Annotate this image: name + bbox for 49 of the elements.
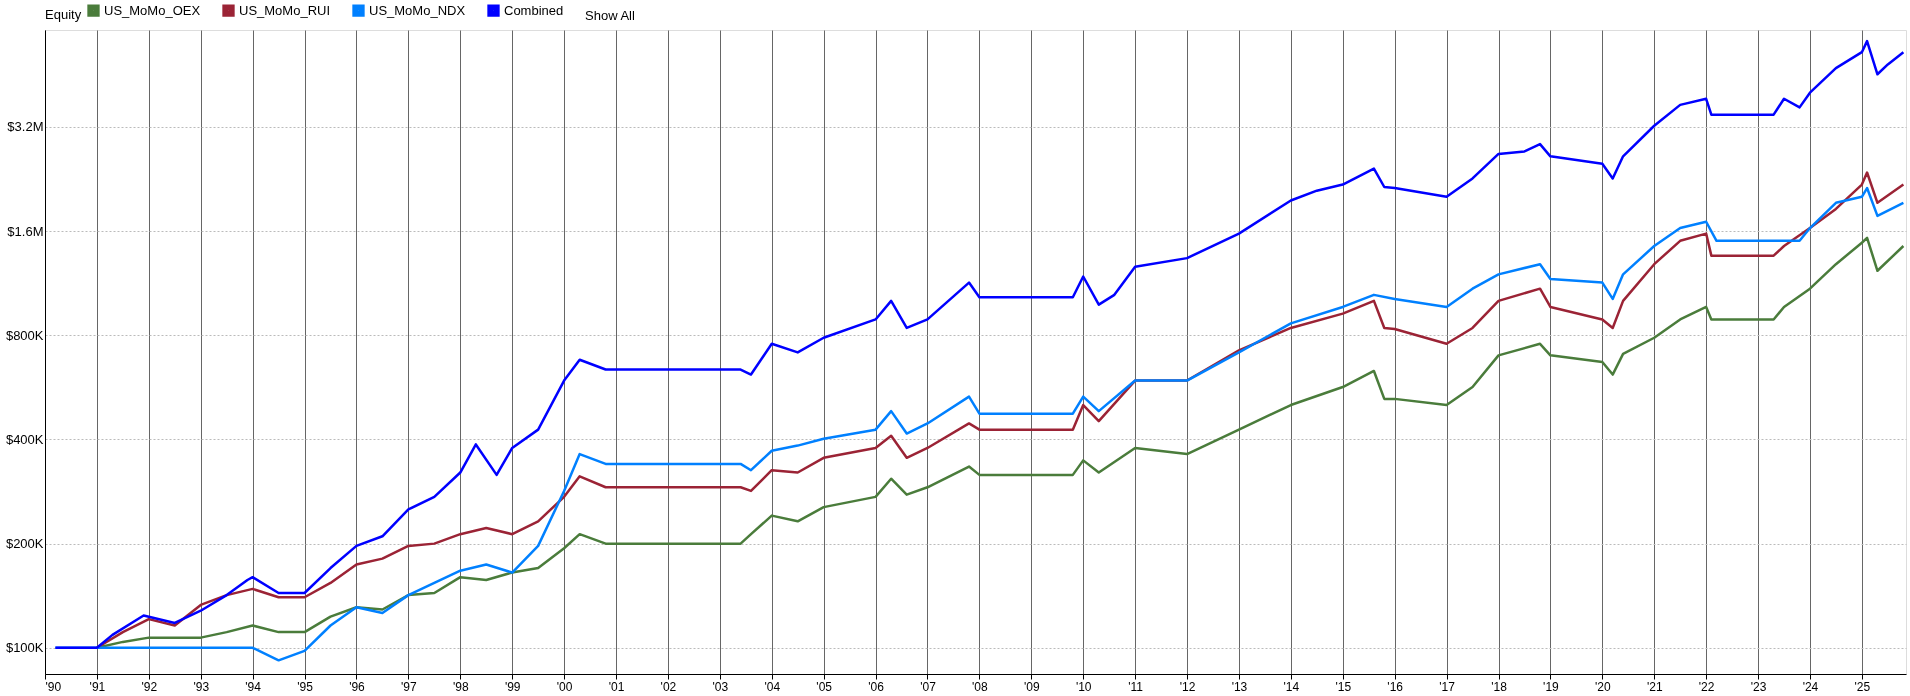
x-tick-label: '11	[1128, 679, 1144, 694]
x-tick-label: '21	[1646, 679, 1663, 694]
x-tick-label: '19	[1543, 679, 1560, 694]
x-tick-label: '01	[608, 679, 625, 694]
x-tick-label: '99	[504, 679, 521, 694]
x-tick-label: '04	[764, 679, 781, 694]
x-tick-label: '02	[660, 679, 677, 694]
legend-label: US_MoMo_NDX	[369, 2, 466, 18]
x-tick-label: '18	[1491, 679, 1508, 694]
y-tick-label: $400K	[5, 431, 44, 447]
x-tick-label: '10	[1075, 679, 1092, 694]
x-tick-label: '09	[1023, 679, 1040, 694]
x-tick-label: '12	[1179, 679, 1196, 694]
x-tick-label: '90	[45, 679, 62, 694]
y-tick-label: $3.2M	[7, 119, 44, 135]
x-tick-label: '15	[1335, 679, 1352, 694]
x-tick-label: '92	[141, 679, 158, 694]
x-tick-label: '94	[245, 679, 262, 694]
x-tick-label: '13	[1231, 679, 1248, 694]
x-tick-label: '03	[712, 679, 729, 694]
legend-label: US_MoMo_RUI	[239, 2, 331, 18]
x-tick-label: '05	[816, 679, 833, 694]
x-tick-label: '22	[1698, 679, 1715, 694]
x-tick-label: '23	[1750, 679, 1767, 694]
x-tick-label: '07	[920, 679, 937, 694]
x-tick-label: '95	[297, 679, 314, 694]
x-tick-label: '08	[972, 679, 989, 694]
x-tick-label: '00	[556, 679, 573, 694]
x-tick-label: '96	[349, 679, 366, 694]
line-series	[54, 39, 1905, 650]
x-tick-label: '17	[1439, 679, 1456, 694]
legend-title: Equity	[45, 7, 82, 22]
legend-label: Combined	[504, 2, 564, 18]
x-tick-label: '20	[1595, 679, 1611, 694]
legend-label: US_MoMo_OEX	[104, 2, 201, 18]
x-tick-label: '14	[1283, 679, 1300, 694]
y-tick-label: $100K	[5, 640, 44, 656]
x-tick-label: '98	[452, 679, 469, 694]
x-tick-label: '97	[401, 679, 418, 694]
text: Show All	[585, 8, 635, 23]
x-tick-label: '06	[868, 679, 885, 694]
y-tick-label: $1.6M	[7, 223, 44, 239]
y-tick-label: $800K	[5, 327, 44, 343]
x-tick-label: '91	[89, 679, 106, 694]
y-tick-label: $200K	[5, 536, 44, 552]
x-tick-label: '93	[193, 679, 210, 694]
x-tick-label: '16	[1387, 679, 1404, 694]
x-tick-label: '24	[1802, 679, 1819, 694]
x-tick-label: '25	[1854, 679, 1871, 694]
